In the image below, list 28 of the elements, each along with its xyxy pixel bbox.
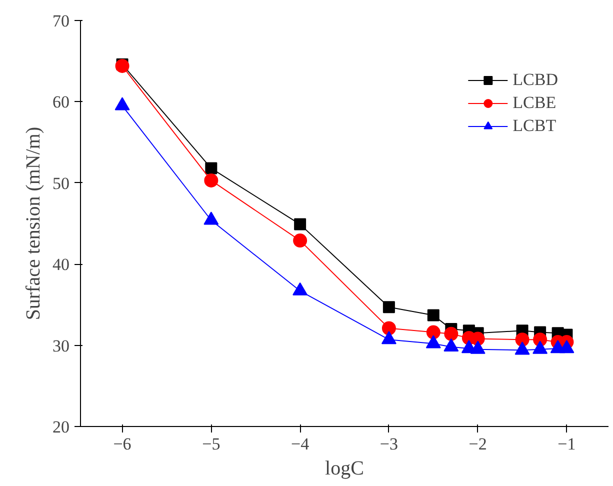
x-tick-label: −2 — [468, 434, 487, 454]
point — [204, 173, 218, 188]
legend-label: LCBE — [512, 93, 556, 113]
point — [382, 301, 395, 314]
y-tick-label: 70 — [52, 12, 70, 30]
y-tick-label: 30 — [52, 336, 70, 356]
y-tick-label: 20 — [52, 418, 70, 436]
y-tick-label: 40 — [52, 255, 70, 274]
point — [444, 326, 458, 341]
x-tick-label: −1 — [558, 434, 576, 454]
point — [293, 234, 308, 248]
x-tick-label: −5 — [202, 434, 220, 454]
legend-label: LCBD — [512, 70, 558, 90]
y-tick-label: 50 — [52, 174, 70, 193]
point — [515, 332, 530, 347]
x-tick-label: −6 — [113, 434, 132, 454]
y-tick-label: 60 — [52, 92, 70, 112]
y-axis-title: Surface tension (mN/m) — [22, 126, 44, 320]
point — [426, 325, 440, 340]
point — [382, 321, 396, 336]
point — [294, 218, 306, 230]
point — [205, 162, 218, 174]
legend-label: LCBT — [512, 116, 556, 136]
x-tick-label: −3 — [380, 434, 398, 454]
x-tick-label: −4 — [291, 434, 310, 454]
point — [427, 309, 440, 322]
point — [115, 58, 130, 73]
x-axis-title: logC — [325, 458, 364, 480]
